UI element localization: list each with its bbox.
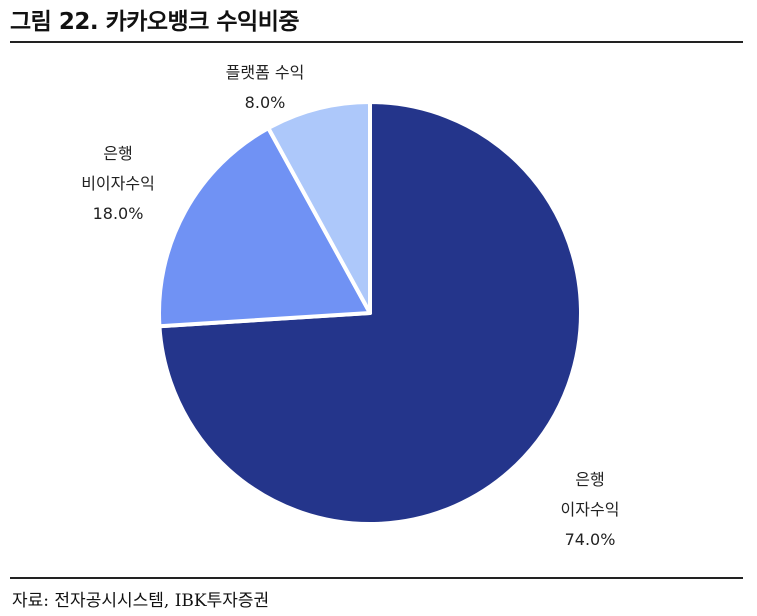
slice-value-label-3: 8.0% (245, 93, 286, 112)
source-divider (10, 577, 743, 579)
slice-category-label-2: 은행 (103, 144, 132, 163)
pie-slice-3 (266, 100, 372, 315)
source-note: 자료: 전자공시시스템, IBK투자증권 (12, 591, 270, 611)
slice-category-label-3: 플랫폼 수익 (226, 63, 305, 82)
title-divider (10, 41, 743, 43)
pie-slice-2 (157, 126, 372, 329)
slice-category-label-2: 비이자수익 (81, 174, 155, 193)
figure-title: 그림 22. 카카오뱅크 수익비중 (10, 9, 300, 35)
slice-value-label-1: 74.0% (565, 530, 616, 549)
slice-category-label-1: 이자수익 (561, 500, 620, 519)
slice-value-label-2: 18.0% (93, 204, 144, 223)
slice-category-label-1: 은행 (575, 470, 604, 489)
